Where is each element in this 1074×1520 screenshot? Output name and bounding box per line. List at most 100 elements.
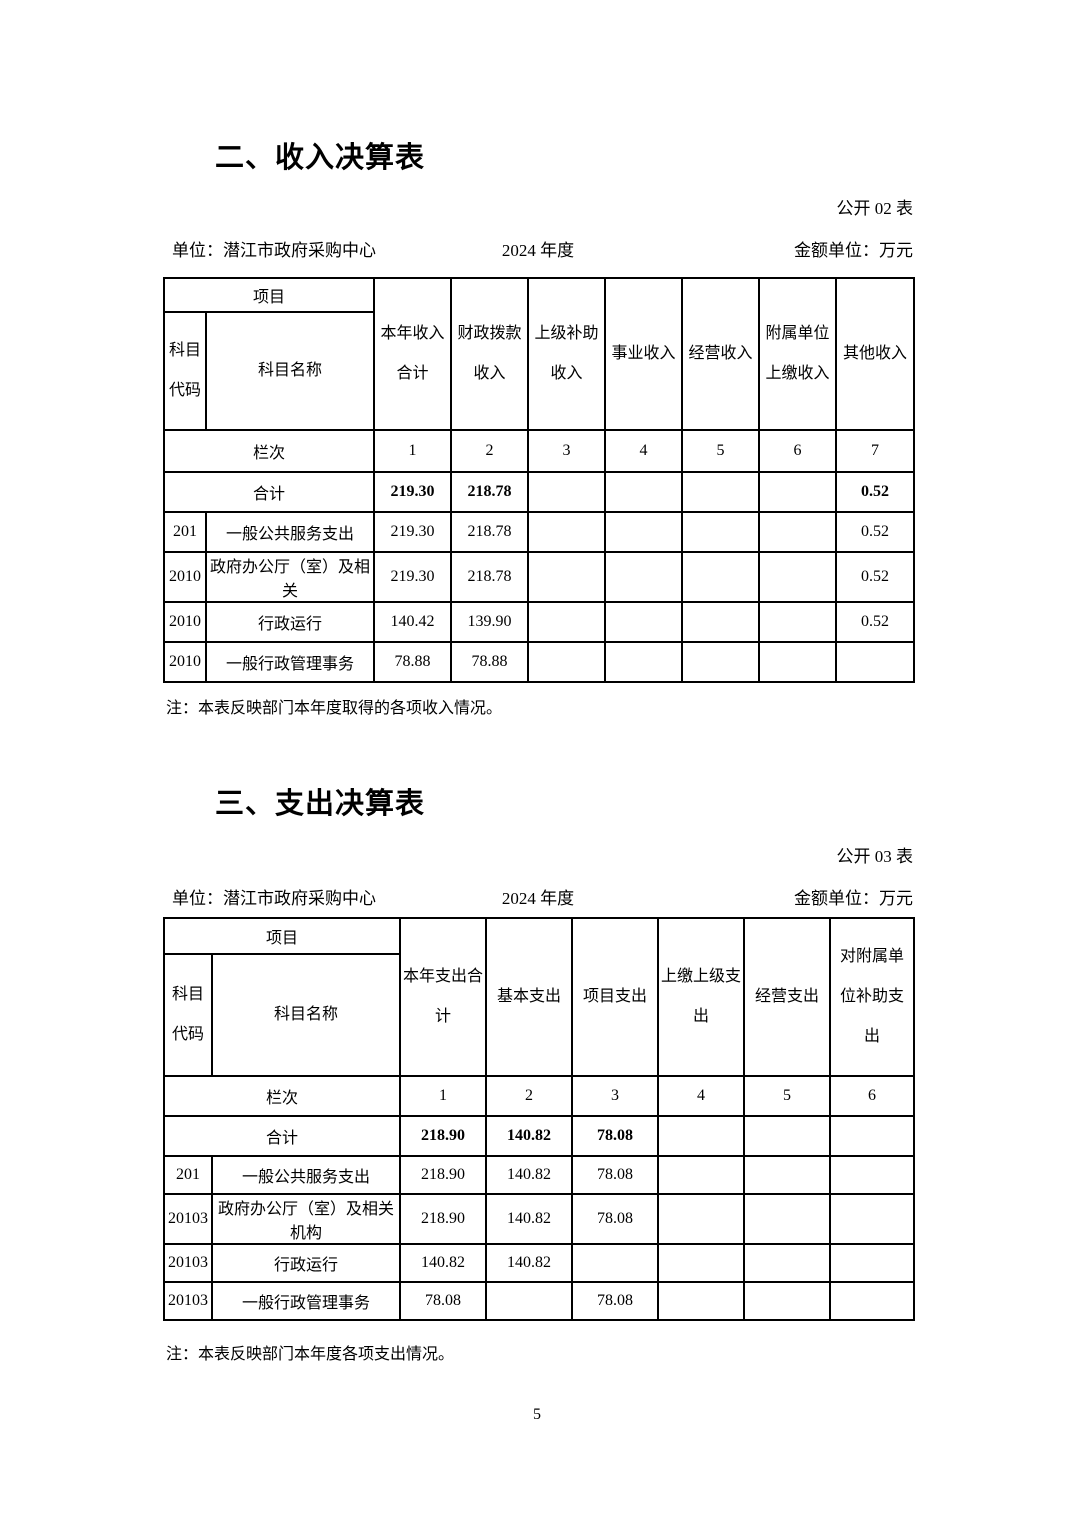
value-cell	[657, 1193, 746, 1245]
value-cell	[657, 1243, 746, 1283]
value-cell: 0.52	[835, 551, 916, 603]
value-cell	[527, 551, 607, 603]
value-cell	[681, 511, 761, 553]
income-table-row: 2010 行政运行 140.42 139.90 0.52	[163, 601, 916, 643]
value-cell: 140.82	[485, 1243, 574, 1283]
income-project-header-cell: 项目	[162, 277, 376, 313]
income-lanci-cell: 7	[835, 429, 916, 473]
value-cell: 78.88	[373, 641, 453, 683]
expenditure-lanci-cell: 4	[657, 1075, 746, 1117]
income-section-title: 二、收入决算表	[215, 142, 426, 174]
value-cell: 78.08	[571, 1155, 660, 1195]
subject-name-cell: 一般行政管理事务	[204, 641, 376, 683]
income-meta-amount-unit: 金额单位：万元	[794, 241, 913, 260]
subject-name-cell: 一般公共服务支出	[210, 1155, 402, 1195]
subject-code-cell: 2010	[163, 601, 207, 643]
value-cell	[829, 1193, 916, 1245]
value-cell: 78.08	[571, 1193, 660, 1245]
expenditure-table: 项目 本年支出合 计 基本支出 项目支出 上缴上级支 出 经营支出 对附属单 位…	[162, 917, 916, 1321]
income-col-header-cell: 财政拨款 收入	[450, 277, 530, 431]
value-cell	[743, 1281, 832, 1321]
expenditure-meta-unit: 单位：潜江市政府采购中心	[172, 889, 376, 908]
subject-code-cell: 20103	[163, 1281, 213, 1321]
income-total-value-cell: 0.52	[835, 471, 916, 513]
income-lanci-cell: 6	[758, 429, 838, 473]
subject-code-cell: 201	[163, 511, 207, 553]
expenditure-lanci-cell: 2	[485, 1075, 574, 1117]
value-cell: 219.30	[373, 511, 453, 553]
value-cell	[527, 511, 607, 553]
expenditure-table-row: 20103 政府办公厅（室）及相关机构 218.90 140.82 78.08	[163, 1193, 916, 1245]
income-note: 注：本表反映部门本年度取得的各项收入情况。	[166, 700, 503, 717]
page-number: 5	[533, 1406, 541, 1423]
value-cell: 140.42	[373, 601, 453, 643]
value-cell	[758, 551, 838, 603]
subject-name-cell: 行政运行	[210, 1243, 402, 1283]
value-cell: 78.88	[450, 641, 530, 683]
value-cell: 219.30	[373, 551, 453, 603]
subject-code-cell: 20103	[163, 1243, 213, 1283]
value-cell: 0.52	[835, 601, 916, 643]
expenditure-table-row: 20103 一般行政管理事务 78.08 78.08	[163, 1281, 916, 1321]
expenditure-name-header-cell: 科目名称	[210, 953, 402, 1077]
expenditure-col-header-cell: 上缴上级支 出	[657, 917, 746, 1077]
income-lanci-cell: 4	[604, 429, 684, 473]
income-total-label-cell: 合计	[162, 471, 376, 513]
value-cell	[681, 551, 761, 603]
expenditure-lanci-cell: 1	[399, 1075, 488, 1117]
value-cell	[743, 1155, 832, 1195]
expenditure-lanci-cell: 3	[571, 1075, 660, 1117]
income-total-value-cell	[527, 471, 607, 513]
income-total-value-cell: 218.78	[450, 471, 530, 513]
subject-code-cell: 2010	[163, 551, 207, 603]
value-cell	[835, 641, 916, 683]
income-total-value-cell: 219.30	[373, 471, 453, 513]
value-cell	[485, 1281, 574, 1321]
expenditure-project-header-cell: 项目	[162, 917, 402, 955]
subject-name-cell: 一般公共服务支出	[204, 511, 376, 553]
income-table: 项目 本年收入 合计 财政拨款 收入 上级补助 收入 事业收入 经营收入 附属单…	[162, 277, 916, 683]
expenditure-code-header-cell: 科目 代码	[163, 953, 213, 1077]
income-table-row: 2010 一般行政管理事务 78.88 78.88	[163, 641, 916, 683]
value-cell	[527, 641, 607, 683]
value-cell	[829, 1281, 916, 1321]
income-col-header-cell: 本年收入 合计	[373, 277, 453, 431]
expenditure-pub-label: 公开 03 表	[836, 847, 914, 866]
income-lanci-cell: 5	[681, 429, 761, 473]
expenditure-meta-row: 单位：潜江市政府采购中心 2024 年度 金额单位：万元	[163, 884, 913, 908]
income-meta-unit: 单位：潜江市政府采购中心	[172, 241, 376, 260]
subject-name-cell: 行政运行	[204, 601, 376, 643]
value-cell	[604, 601, 684, 643]
income-lanci-label-cell: 栏次	[162, 429, 376, 473]
subject-code-cell: 201	[163, 1155, 213, 1195]
value-cell	[527, 601, 607, 643]
expenditure-total-value-cell	[657, 1115, 746, 1157]
value-cell: 218.78	[450, 551, 530, 603]
income-total-value-cell	[758, 471, 838, 513]
expenditure-total-value-cell: 140.82	[485, 1115, 574, 1157]
income-lanci-cell: 2	[450, 429, 530, 473]
income-meta-row: 单位：潜江市政府采购中心 2024 年度 金额单位：万元	[163, 236, 913, 260]
expenditure-meta-amount-unit: 金额单位：万元	[794, 889, 913, 908]
value-cell: 78.08	[399, 1281, 488, 1321]
value-cell	[571, 1243, 660, 1283]
income-code-header-cell: 科目 代码	[163, 311, 207, 431]
value-cell	[758, 601, 838, 643]
value-cell	[758, 511, 838, 553]
value-cell: 140.82	[485, 1155, 574, 1195]
value-cell	[657, 1281, 746, 1321]
income-pub-label: 公开 02 表	[836, 199, 914, 218]
value-cell: 140.82	[485, 1193, 574, 1245]
subject-name-cell: 一般行政管理事务	[210, 1281, 402, 1321]
expenditure-lanci-cell: 6	[829, 1075, 916, 1117]
expenditure-table-row: 201 一般公共服务支出 218.90 140.82 78.08	[163, 1155, 916, 1195]
income-col-header-cell: 上级补助 收入	[527, 277, 607, 431]
expenditure-total-value-cell	[743, 1115, 832, 1157]
expenditure-total-label-cell: 合计	[162, 1115, 402, 1157]
income-meta-year: 2024 年度	[501, 241, 575, 260]
value-cell	[758, 641, 838, 683]
value-cell	[743, 1193, 832, 1245]
value-cell: 139.90	[450, 601, 530, 643]
income-table-row: 201 一般公共服务支出 219.30 218.78 0.52	[163, 511, 916, 553]
